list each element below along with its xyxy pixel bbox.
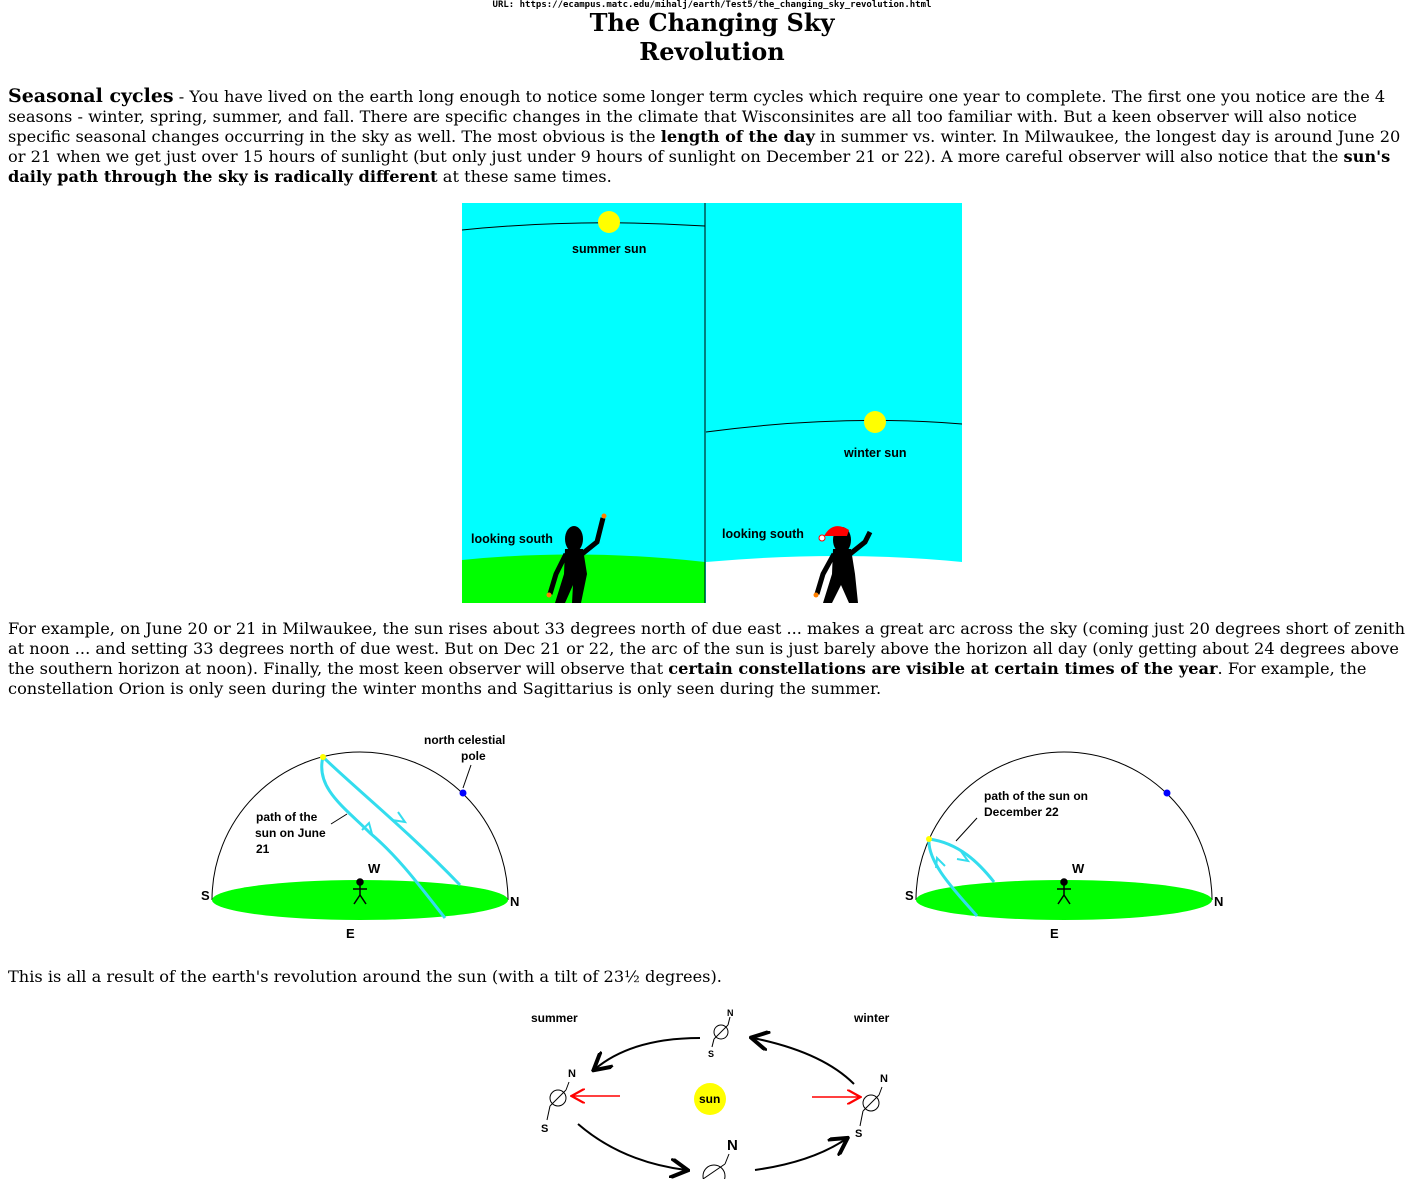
example-text-1: For example, on June 20 or 21 in Milwauk… <box>8 619 1406 678</box>
dec-path-label-1: path of the sun on <box>984 789 1088 803</box>
june-ncp-label-1: north celestial <box>424 733 505 747</box>
earth-bottom-n: N <box>727 1137 738 1154</box>
example-paragraph: For example, on June 20 or 21 in Milwauk… <box>8 619 1416 699</box>
intro-bold-1: length of the day <box>660 127 815 146</box>
earth-top-n: N <box>727 1008 734 1018</box>
dec-north-label: N <box>1214 894 1223 909</box>
dec-east-label: E <box>1050 926 1059 941</box>
june-celestial-dome <box>211 751 509 901</box>
orbit-sun-icon <box>694 1083 726 1115</box>
dec-south-label: S <box>905 888 914 903</box>
june-path-label-1: path of the <box>256 810 318 824</box>
earth-winter-icon <box>859 1086 883 1127</box>
dec-west-label: W <box>1072 861 1085 876</box>
june-east-label: E <box>346 926 355 941</box>
dec-sun-path <box>927 838 979 917</box>
example-bold-1: certain constellations are visible at ce… <box>668 659 1218 678</box>
page-url: URL: https://ecampus.matc.edu/mihalj/ear… <box>492 0 932 10</box>
example-text-2: . For example, the constellation Orion i… <box>8 659 1367 698</box>
sky-comparison-figure: summer sun looking south winter sun look… <box>461 203 963 603</box>
earth-winter-n: N <box>880 1073 888 1085</box>
june-path-label-3: 21 <box>256 842 270 856</box>
earth-summer-s: S <box>541 1123 548 1135</box>
page-title-main: The Changing Sky <box>589 8 835 37</box>
intro-text-2: in summer vs. winter. In Milwaukee, the … <box>8 127 1401 166</box>
dome-june-figure: north celestial pole path of the sun on … <box>201 733 519 941</box>
looking-south-label-left: looking south <box>471 532 553 546</box>
orbit-arrow-bottom-right <box>754 1139 846 1171</box>
june-horizon-plane <box>212 880 508 920</box>
winter-sky <box>706 203 962 562</box>
june-sun-noon-dot <box>320 754 326 760</box>
looking-south-label-right: looking south <box>722 527 804 541</box>
june-ncp-label-2: pole <box>461 749 486 763</box>
summer-label: summer <box>531 1011 578 1025</box>
summer-sun-icon <box>598 211 620 233</box>
dec-observer-icon <box>1057 878 1071 905</box>
page-title: The Changing Sky Revolution <box>0 8 1424 66</box>
orbit-sun-label: sun <box>699 1092 720 1106</box>
earth-winter-s: S <box>855 1128 862 1140</box>
june-sun-path <box>320 756 447 919</box>
dome-december-figure: path of the sun on December 22 W S N E <box>905 751 1223 941</box>
winter-label: winter <box>853 1011 890 1025</box>
orbit-arrow-top-left <box>595 1037 701 1069</box>
intro-paragraph: Seasonal cycles - You have lived on the … <box>8 86 1416 187</box>
page-title-sub: Revolution <box>639 37 785 66</box>
june-west-label: W <box>368 861 381 876</box>
june-path-label-2: sun on June <box>255 826 326 840</box>
intro-text-1: - You have lived on the earth long enoug… <box>8 87 1386 146</box>
orbit-arrow-top-right <box>753 1038 855 1085</box>
june-ncp-dot <box>459 789 467 797</box>
closing-paragraph: This is all a result of the earth's revo… <box>8 967 722 986</box>
dec-celestial-dome <box>915 751 1213 901</box>
orbit-arrow-bottom-left <box>577 1123 686 1170</box>
earth-top-icon <box>711 1016 731 1048</box>
june-north-label: N <box>510 894 519 909</box>
dec-horizon-plane <box>916 880 1212 920</box>
earth-summer-icon <box>546 1081 570 1121</box>
winter-person-icon <box>813 526 873 603</box>
june-south-label: S <box>201 888 210 903</box>
summer-person-icon <box>546 513 607 603</box>
summer-sun-path <box>461 222 706 231</box>
earth-summer-n: N <box>568 1068 576 1080</box>
earth-bottom-icon <box>702 1153 730 1179</box>
dec-sun-noon-dot <box>926 836 932 842</box>
june-observer-icon <box>353 878 367 905</box>
intro-lead: Seasonal cycles <box>8 85 174 107</box>
earth-top-s: S <box>708 1049 714 1059</box>
summer-sun-label: summer sun <box>572 242 646 256</box>
summer-sky <box>462 203 706 603</box>
dec-ncp-dot <box>1163 789 1171 797</box>
winter-sun-icon <box>864 411 886 433</box>
intro-text-3: at these same times. <box>437 167 612 186</box>
dec-path-label-2: December 22 <box>984 805 1059 819</box>
winter-sun-path <box>705 419 963 433</box>
intro-bold-2: sun's daily path through the sky is radi… <box>8 147 1391 186</box>
winter-sun-label: winter sun <box>843 446 907 460</box>
orbit-figure: summer winter sun N S N S N S N <box>531 1008 890 1179</box>
